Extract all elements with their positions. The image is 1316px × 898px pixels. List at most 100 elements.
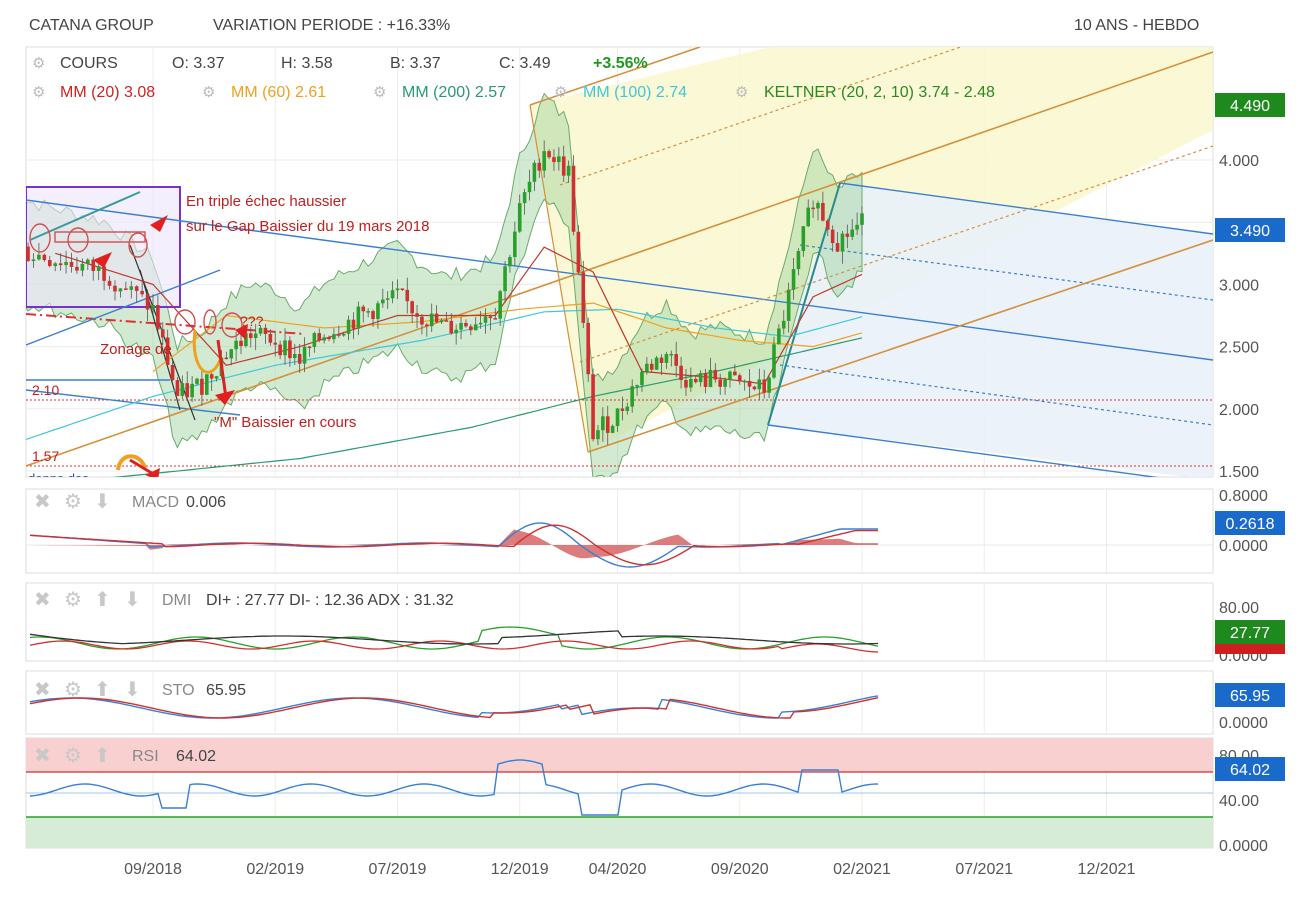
date-axis: 09/2018 02/2019 07/2019 12/2019 04/2020 09/20… bbox=[124, 861, 1135, 878]
svg-text:80.00: 80.00 bbox=[1219, 600, 1259, 617]
blue-short-line bbox=[26, 389, 241, 416]
candle bbox=[390, 281, 395, 304]
candle bbox=[175, 377, 180, 396]
arrow-down-icon[interactable]: ⬇ bbox=[94, 491, 111, 513]
candle bbox=[107, 275, 112, 290]
gear-icon[interactable]: ⚙ bbox=[735, 84, 748, 101]
candles bbox=[5, 140, 864, 446]
price-axis: 4.000 3.000 2.500 2.000 1.500 bbox=[1219, 153, 1259, 481]
candle bbox=[845, 224, 850, 249]
arrow-up-icon[interactable]: ⬆ bbox=[94, 745, 111, 767]
candle bbox=[64, 250, 68, 274]
indicator-legend-item[interactable]: ⚙ KELTNER (20, 2, 10) 3.74 - 2.48 bbox=[735, 84, 995, 101]
gear-icon[interactable]: ⚙ bbox=[32, 84, 45, 101]
red-arrow-shaft bbox=[216, 339, 228, 399]
timeframe-label[interactable]: 10 ANS - HEBDO bbox=[1074, 17, 1200, 34]
indicator-legend-item[interactable]: ⚙ MM (100) 2.74 bbox=[554, 84, 687, 101]
gear-icon[interactable]: ⚙ bbox=[373, 84, 386, 101]
candle bbox=[118, 288, 123, 298]
candle bbox=[293, 343, 297, 366]
arrow-up-icon[interactable]: ⬆ bbox=[94, 589, 111, 611]
indicator-legend-item[interactable]: ⚙ MM (200) 2.57 bbox=[373, 84, 506, 101]
candle bbox=[204, 374, 209, 396]
svg-text:64.02: 64.02 bbox=[1230, 762, 1270, 779]
date-tick-label: 09/2020 bbox=[711, 861, 769, 878]
panel-headers: ✖ ⚙ ⬇ MACD 0.006 ✖ ⚙ ⬆ ⬇ DMI DI+ : 27.77 DI- : 12.… bbox=[34, 491, 454, 767]
date-tick-label: 09/2018 bbox=[124, 861, 182, 878]
company-name: CATANA GROUP bbox=[29, 17, 154, 34]
gear-icon[interactable]: ⚙ bbox=[32, 55, 45, 72]
dmi-plot bbox=[29, 626, 879, 653]
candle bbox=[566, 160, 571, 183]
blue-channel-bottom bbox=[767, 424, 1159, 477]
candle bbox=[542, 140, 546, 178]
candle bbox=[307, 346, 312, 357]
price-tick-label: 3.000 bbox=[1219, 277, 1259, 294]
candle bbox=[415, 305, 419, 329]
gear-icon[interactable]: ⚙ bbox=[64, 491, 82, 513]
close-icon[interactable]: ✖ bbox=[34, 589, 51, 611]
candle bbox=[840, 231, 845, 264]
annotation-baissier: "M" Baissier en cours bbox=[214, 414, 356, 431]
header-bar: CATANA GROUP VARIATION PERIODE : +16.33%… bbox=[0, 0, 1316, 46]
candle bbox=[140, 279, 144, 298]
close-icon[interactable]: ✖ bbox=[34, 679, 51, 701]
candle bbox=[498, 289, 502, 326]
candle bbox=[513, 221, 517, 267]
candle bbox=[134, 285, 139, 303]
candle bbox=[381, 288, 385, 308]
candle bbox=[610, 424, 615, 434]
candle bbox=[649, 359, 654, 373]
candle bbox=[371, 309, 375, 327]
indicator-legend-item[interactable]: ⚙ MM (20) 3.08 bbox=[32, 84, 155, 101]
candle bbox=[708, 357, 713, 388]
candle bbox=[571, 155, 576, 236]
red-arrow-shaft-2 bbox=[129, 458, 156, 477]
gear-icon[interactable]: ⚙ bbox=[554, 84, 567, 101]
arrow-up-icon[interactable]: ⬆ bbox=[94, 679, 111, 701]
gear-icon[interactable]: ⚙ bbox=[64, 679, 82, 701]
candle bbox=[459, 316, 463, 340]
candle bbox=[605, 405, 610, 446]
dmi-panel bbox=[25, 582, 1214, 662]
svg-text:0.0000: 0.0000 bbox=[1219, 538, 1268, 555]
orange-channel-bottom bbox=[587, 239, 1213, 453]
orange-top-edge bbox=[529, 47, 701, 106]
candle bbox=[698, 370, 703, 387]
annotation-question: ??? bbox=[240, 313, 264, 329]
candle bbox=[91, 256, 96, 281]
rsi-overbought-zone bbox=[26, 738, 1213, 772]
candle bbox=[58, 253, 63, 271]
close-icon[interactable]: ✖ bbox=[34, 745, 51, 767]
candle bbox=[488, 314, 493, 331]
annotation-triple-a: En triple échec haussier bbox=[186, 193, 346, 210]
ohlc-close: C: 3.49 bbox=[499, 55, 551, 72]
arrow-down-icon[interactable]: ⬇ bbox=[124, 589, 141, 611]
candle bbox=[195, 377, 199, 386]
candle bbox=[703, 368, 708, 394]
candle bbox=[5, 244, 9, 255]
gear-icon[interactable]: ⚙ bbox=[202, 84, 215, 101]
arrow-down-icon[interactable]: ⬇ bbox=[124, 679, 141, 701]
candle bbox=[209, 370, 214, 392]
candle bbox=[517, 194, 522, 233]
candle bbox=[772, 336, 776, 380]
gap-box bbox=[26, 186, 181, 308]
candle bbox=[69, 252, 74, 273]
svg-text:0.0000: 0.0000 bbox=[1219, 715, 1268, 732]
candle bbox=[385, 291, 390, 309]
date-tick-label: 07/2019 bbox=[369, 861, 427, 878]
candle bbox=[283, 328, 287, 365]
svg-text:4.490: 4.490 bbox=[1230, 98, 1270, 115]
gear-icon[interactable]: ⚙ bbox=[64, 589, 82, 611]
gear-icon[interactable]: ⚙ bbox=[64, 745, 82, 767]
candle bbox=[268, 329, 273, 346]
indicator-label: MM (20) 3.08 bbox=[60, 84, 155, 101]
indicator-legend-item[interactable]: ⚙ MM (60) 2.61 bbox=[202, 84, 326, 101]
candle bbox=[124, 281, 128, 291]
candle bbox=[312, 331, 317, 353]
candle bbox=[821, 191, 825, 222]
close-icon[interactable]: ✖ bbox=[34, 491, 51, 513]
ma200-line bbox=[112, 337, 863, 477]
sto-plot bbox=[29, 695, 879, 719]
